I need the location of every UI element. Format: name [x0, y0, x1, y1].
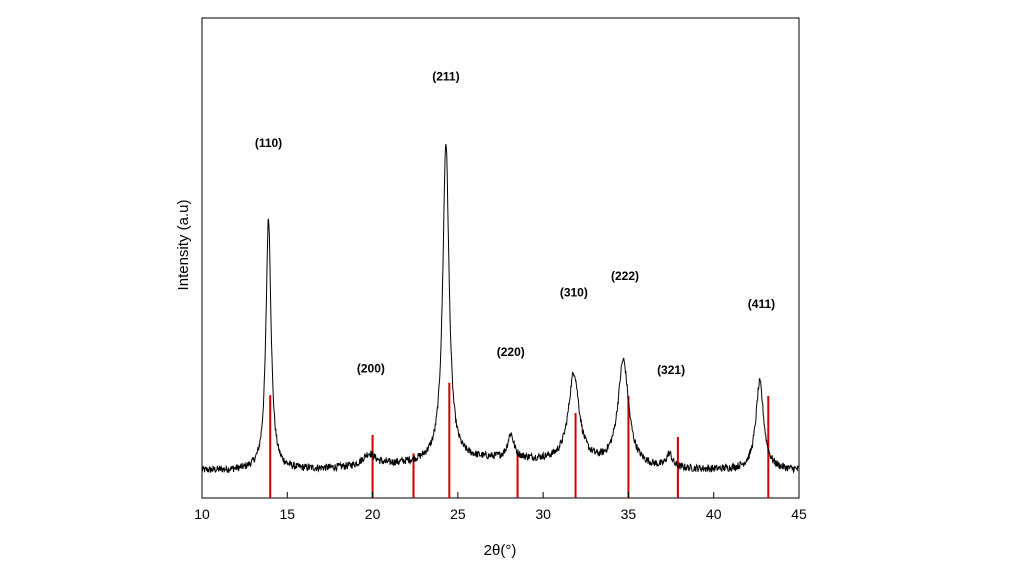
x-tick-label: 25 [450, 506, 466, 522]
x-axis-title: 2θ(°) [484, 542, 517, 559]
reference-lines [269, 382, 770, 498]
peak-label: (200) [357, 362, 385, 376]
x-tick-label: 20 [365, 506, 381, 522]
plot-frame [201, 17, 800, 499]
peak-label: (222) [611, 269, 639, 283]
x-tick-label: 30 [535, 506, 551, 522]
peak-label: (220) [497, 345, 525, 359]
peak-label: (211) [432, 69, 459, 83]
x-axis-ticks: 10 15 20 25 30 35 40 45 [194, 492, 807, 522]
x-tick-label: 15 [279, 506, 295, 522]
peak-label: (310) [560, 285, 588, 299]
x-tick-label: 45 [791, 506, 807, 522]
peak-label: (411) [748, 297, 775, 311]
x-tick-label: 10 [194, 506, 210, 522]
x-tick-label: 40 [706, 506, 722, 522]
peak-label: (321) [657, 363, 685, 377]
y-axis-title: Intensity (a.u) [175, 200, 192, 291]
peak-labels: (110) (200) (211) (220) (310) (222) (321) (411) [255, 69, 775, 376]
peak-label: (110) [255, 136, 282, 150]
diffraction-pattern-line [201, 143, 800, 474]
x-tick-label: 35 [621, 506, 637, 522]
